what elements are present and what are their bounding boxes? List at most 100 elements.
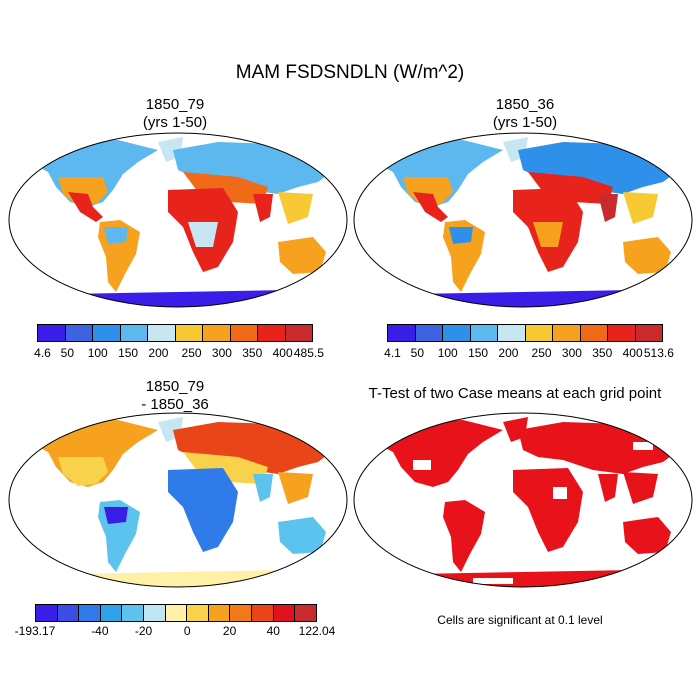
colorbar-swatch [470,325,498,341]
colorbar-swatch [100,605,123,621]
india-c [253,474,273,502]
australia-c [278,517,326,554]
se-asia-a [278,192,313,224]
colorbar-swatch [175,325,203,341]
mideast-a [183,172,268,204]
panel-b-title-line1: 1850_36 [495,96,555,113]
colorbar-swatch [65,325,93,341]
colorbar-swatch [252,605,274,621]
mideast-c [183,452,268,484]
map-panel-b [353,132,693,308]
nonsig-patch-4 [473,578,513,584]
map-panel-a [8,132,348,308]
usa-b [403,177,453,206]
colorbar-swatch [187,605,209,621]
colorbar-tick-label: 40 [266,624,280,638]
india-d [598,474,618,502]
colorbar-bottom-left [35,604,317,622]
nonsig-patch-3 [633,442,653,450]
colorbar-top-right [387,324,663,342]
panel-a-title-line1: 1850_79 [145,96,205,113]
amazon-b [449,227,473,244]
amazon-c [104,507,128,524]
panel-a-title-line2: (yrs 1-50) [142,114,208,131]
colorbar-swatch [273,605,296,621]
colorbar-top-right-ticks: 4.1 50 100 150 200 250 300 350 400 513.6 [384,346,674,362]
map-panel-d [353,412,693,588]
australia-d [623,517,671,554]
colorbar-tick-label: 50 [60,346,75,360]
usa-a [58,177,108,206]
se-asia-c [278,472,313,504]
se-asia-d [623,472,658,504]
colorbar-tick-label: 300 [561,346,582,360]
colorbar-tick-label: 50 [410,346,425,360]
colorbar-swatch [443,325,471,341]
panel-b-title: 1850_36 (yrs 1-50) [425,96,625,132]
central-africa-b [533,222,563,247]
colorbar-swatch [553,325,581,341]
colorbar-swatch [208,605,231,621]
australia-b [623,237,671,274]
colorbar-swatch [36,605,58,621]
se-asia-b [623,192,658,224]
panel-d-title: T-Test of two Case means at each grid po… [368,385,662,402]
colorbar-top-left-ticks: 4.6 50 100 150 200 250 300 350 400 485.5 [34,346,324,362]
colorbar-swatch [415,325,443,341]
mideast-b [528,172,613,204]
india-b [598,194,618,222]
colorbar-tick-label: 485.5 [293,346,324,360]
colorbar-swatch [285,325,312,341]
panel-b-title-line2: (yrs 1-50) [492,114,558,131]
colorbar-swatch [295,605,316,621]
colorbar-tick-label: 350 [242,346,263,360]
colorbar-tick-label: -40 [91,624,109,638]
significance-note: Cells are significant at 0.1 level [437,613,603,627]
colorbar-tick-label: 20 [222,624,237,638]
colorbar-tick-label: 200 [148,346,169,360]
panel-c-title: 1850_79 - 1850_36 [75,378,275,414]
colorbar-tick-label: 122.04 [298,624,336,638]
map-panel-c [8,412,348,588]
panel-c-title-line1: 1850_79 [145,378,205,395]
colorbar-swatch [148,325,176,341]
colorbar-tick-label: 350 [592,346,613,360]
colorbar-swatch [230,605,253,621]
amazon-a [104,227,128,244]
south-america-d [443,500,485,572]
colorbar-swatch [93,325,121,341]
colorbar-swatch [144,605,166,621]
colorbar-swatch [38,325,66,341]
india-a [253,194,273,222]
colorbar-swatch [258,325,286,341]
nonsig-patch-1 [413,460,431,470]
colorbar-swatch [165,605,188,621]
colorbar-swatch [635,325,662,341]
colorbar-swatch [79,605,101,621]
colorbar-tick-label: 400 [622,346,643,360]
colorbar-swatch [120,325,148,341]
mexico-a [68,192,103,222]
colorbar-swatch [388,325,416,341]
figure-title: MAM FSDSNDLN (W/m^2) [235,62,465,83]
colorbar-tick-label: 250 [531,346,552,360]
colorbar-swatch [230,325,258,341]
africa-c [168,468,238,552]
colorbar-swatch [203,325,231,341]
colorbar-tick-label: -20 [134,624,153,638]
colorbar-tick-label: 400 [272,346,293,360]
colorbar-top-left [37,324,313,342]
usa-c [58,457,108,486]
mexico-b [413,192,448,222]
colorbar-tick-label: 100 [87,346,108,360]
central-africa-a [188,222,218,247]
australia-a [278,237,326,274]
colorbar-swatch [580,325,608,341]
colorbar-tick-label: 4.1 [384,346,401,360]
colorbar-tick-label: 200 [498,346,519,360]
colorbar-tick-label: 300 [211,346,232,360]
colorbar-bottom-left-ticks: -193.17 -40 -20 0 20 40 122.04 [15,624,336,640]
colorbar-swatch [525,325,553,341]
colorbar-swatch [122,605,145,621]
colorbar-tick-label: -193.17 [14,624,56,638]
